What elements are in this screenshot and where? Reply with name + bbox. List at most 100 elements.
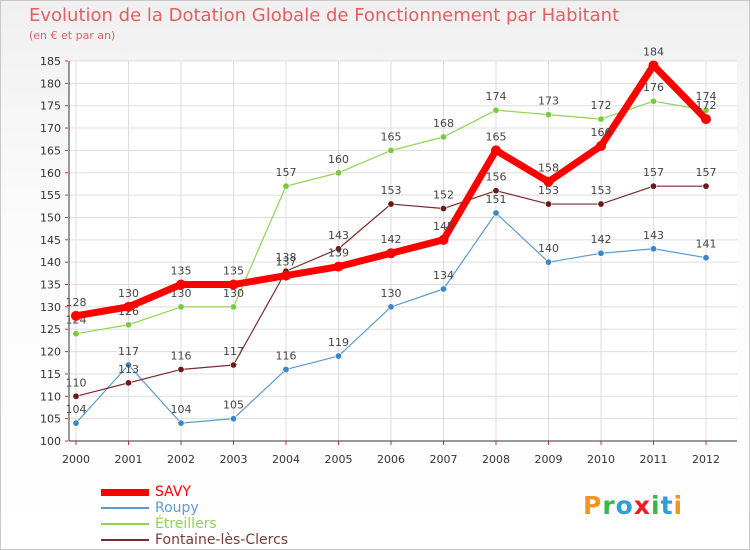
data-label: 168 — [433, 117, 454, 130]
x-tick-label: 2011 — [640, 453, 668, 466]
y-tick-label: 150 — [40, 211, 61, 224]
x-tick-label: 2009 — [535, 453, 563, 466]
data-point — [597, 115, 605, 123]
data-label: 141 — [696, 238, 717, 251]
data-label: 184 — [643, 45, 664, 58]
data-label: 105 — [223, 399, 244, 412]
data-point — [439, 205, 447, 213]
data-label: 117 — [118, 345, 139, 358]
data-point — [334, 169, 342, 177]
logo-letter: t — [660, 491, 674, 520]
x-tick-label: 2000 — [62, 453, 90, 466]
series-savy: 128 130 135 135 137 139 142 145 165 158 166 184 172 — [66, 45, 717, 321]
data-label: 139 — [328, 247, 349, 260]
chart-title: Evolution de la Dotation Globale de Fonc… — [29, 5, 620, 26]
x-tick-label: 2003 — [220, 453, 248, 466]
x-tick-label: 2001 — [115, 453, 143, 466]
data-label: 153 — [591, 184, 612, 197]
data-point — [596, 140, 606, 151]
y-tick-label: 175 — [40, 100, 61, 113]
y-tick-label: 110 — [40, 390, 61, 403]
data-label: 153 — [381, 184, 402, 197]
logo-letter: x — [633, 491, 651, 520]
data-label: 135 — [171, 265, 192, 278]
data-label: 119 — [328, 336, 349, 349]
data-label: 165 — [381, 130, 402, 143]
data-label: 157 — [696, 166, 717, 179]
data-point — [491, 145, 501, 156]
data-point — [386, 248, 396, 259]
data-point — [544, 111, 552, 119]
data-label: 104 — [171, 403, 192, 416]
y-tick-label: 130 — [40, 301, 61, 314]
data-label: 165 — [486, 130, 507, 143]
data-label: 134 — [433, 269, 454, 282]
legend-label: Fontaine-lès-Clercs — [155, 532, 289, 548]
data-point — [387, 200, 395, 208]
data-label: 156 — [486, 171, 507, 184]
x-tick-label: 2005 — [325, 453, 353, 466]
data-point — [282, 182, 290, 190]
data-label: 128 — [66, 296, 87, 309]
legend-swatch — [101, 507, 149, 509]
y-tick-label: 120 — [40, 346, 61, 359]
data-point — [72, 392, 80, 400]
y-tick-label: 115 — [40, 368, 61, 381]
data-label: 172 — [591, 99, 612, 112]
data-label: 138 — [276, 251, 297, 264]
data-label: 143 — [328, 229, 349, 242]
data-point — [281, 270, 291, 281]
logo-letter: i — [651, 491, 661, 520]
data-label: 151 — [486, 193, 507, 206]
data-point — [71, 310, 81, 321]
data-point — [702, 106, 710, 114]
legend-swatch — [101, 523, 149, 525]
data-label: 173 — [538, 95, 559, 108]
data-label: 174 — [486, 90, 507, 103]
legend-swatch — [101, 488, 149, 496]
data-point — [492, 106, 500, 114]
data-point — [702, 254, 710, 262]
data-label: 113 — [118, 363, 139, 376]
data-label: 157 — [276, 166, 297, 179]
y-tick-label: 105 — [40, 413, 61, 426]
y-tick-label: 135 — [40, 279, 61, 292]
y-tick-label: 140 — [40, 256, 61, 269]
data-point — [701, 114, 711, 125]
data-label: 130 — [381, 287, 402, 300]
data-point — [125, 379, 133, 387]
y-tick-label: 100 — [40, 435, 61, 448]
logo-letter: P — [583, 491, 603, 520]
data-point — [125, 361, 133, 369]
data-label: 116 — [276, 349, 297, 362]
data-point — [543, 176, 554, 187]
data-label: 157 — [643, 166, 664, 179]
x-tick-label: 2007 — [430, 453, 458, 466]
chart-subtitle: (en € et par an) — [29, 29, 116, 42]
data-point — [438, 234, 449, 245]
data-point — [228, 279, 239, 290]
data-point — [72, 330, 80, 338]
data-label: 104 — [66, 403, 87, 416]
y-tick-label: 165 — [40, 144, 61, 157]
legend-label: Étreillers — [155, 516, 217, 532]
data-label: 145 — [433, 220, 454, 233]
data-label: 130 — [223, 287, 244, 300]
data-point — [177, 419, 185, 427]
data-point — [176, 279, 186, 290]
y-tick-label: 185 — [40, 55, 61, 68]
data-point — [597, 200, 605, 208]
data-point — [230, 415, 238, 423]
data-label: 152 — [433, 189, 454, 202]
y-tick-label: 145 — [40, 234, 61, 247]
y-tick-label: 160 — [40, 167, 61, 180]
data-point — [177, 303, 185, 311]
y-tick-label: 125 — [40, 323, 61, 336]
data-point — [334, 245, 342, 253]
data-point — [282, 365, 290, 373]
data-label: 142 — [591, 233, 612, 246]
data-point — [123, 301, 134, 312]
data-label: 143 — [643, 229, 664, 242]
